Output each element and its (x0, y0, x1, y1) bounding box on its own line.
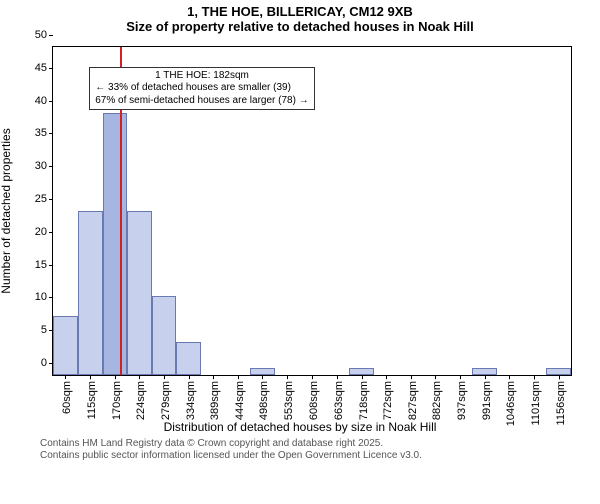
x-tick: 937sqm (456, 375, 468, 420)
annotation-larger: 67% of semi-detached houses are larger (… (95, 95, 308, 108)
x-tick: 772sqm (382, 375, 394, 420)
footer-line-1: Contains HM Land Registry data © Crown c… (40, 438, 600, 450)
x-axis-label: Distribution of detached houses by size … (0, 420, 600, 434)
x-tick: 882sqm (431, 375, 443, 420)
plot-area: 0510152025303540455060sqm115sqm170sqm224… (52, 46, 572, 376)
x-tick: 334sqm (185, 375, 197, 420)
histogram-bar (546, 368, 571, 375)
x-tick: 663sqm (333, 375, 345, 420)
footer-line-2: Contains public sector information licen… (40, 450, 600, 462)
x-tick: 991sqm (481, 375, 493, 420)
y-tick: 35 (35, 127, 53, 139)
x-tick: 1156sqm (555, 375, 567, 425)
y-tick: 40 (35, 95, 53, 107)
annotation-box: 1 THE HOE: 182sqm ← 33% of detached hous… (89, 67, 314, 111)
histogram-bar (127, 211, 152, 375)
histogram-bar (78, 211, 103, 375)
x-tick: 827sqm (407, 375, 419, 420)
y-tick: 25 (35, 193, 53, 205)
footer: Contains HM Land Registry data © Crown c… (40, 438, 600, 462)
x-tick: 608sqm (308, 375, 320, 420)
y-tick: 45 (35, 62, 53, 74)
x-tick: 498sqm (258, 375, 270, 420)
x-tick: 1046sqm (505, 375, 517, 426)
title-main: 1, THE HOE, BILLERICAY, CM12 9XB (0, 4, 600, 19)
chart-container: Number of detached properties 0510152025… (0, 36, 600, 436)
histogram-bar (349, 368, 374, 375)
histogram-bar (152, 296, 177, 375)
annotation-smaller: ← 33% of detached houses are smaller (39… (95, 82, 308, 95)
x-tick: 553sqm (283, 375, 295, 420)
histogram-bar (472, 368, 497, 375)
histogram-bar (250, 368, 275, 375)
y-tick: 10 (35, 291, 53, 303)
x-tick: 279sqm (160, 375, 172, 420)
histogram-bar (176, 342, 201, 375)
x-tick: 170sqm (111, 375, 123, 420)
y-tick: 0 (41, 357, 53, 369)
annotation-title: 1 THE HOE: 182sqm (95, 70, 308, 83)
y-tick: 15 (35, 259, 53, 271)
x-tick: 60sqm (61, 375, 73, 414)
y-tick: 50 (35, 29, 53, 41)
y-tick: 20 (35, 226, 53, 238)
x-tick: 389sqm (209, 375, 221, 420)
y-axis-label: Number of detached properties (0, 128, 13, 293)
x-tick: 115sqm (86, 375, 98, 419)
y-tick: 5 (41, 324, 53, 336)
x-tick: 718sqm (358, 375, 370, 420)
y-tick: 30 (35, 160, 53, 172)
title-sub: Size of property relative to detached ho… (0, 19, 600, 34)
x-tick: 1101sqm (530, 375, 542, 425)
histogram-bar (53, 316, 78, 375)
x-tick: 224sqm (135, 375, 147, 420)
x-tick: 444sqm (234, 375, 246, 420)
histogram-bar (103, 113, 127, 375)
